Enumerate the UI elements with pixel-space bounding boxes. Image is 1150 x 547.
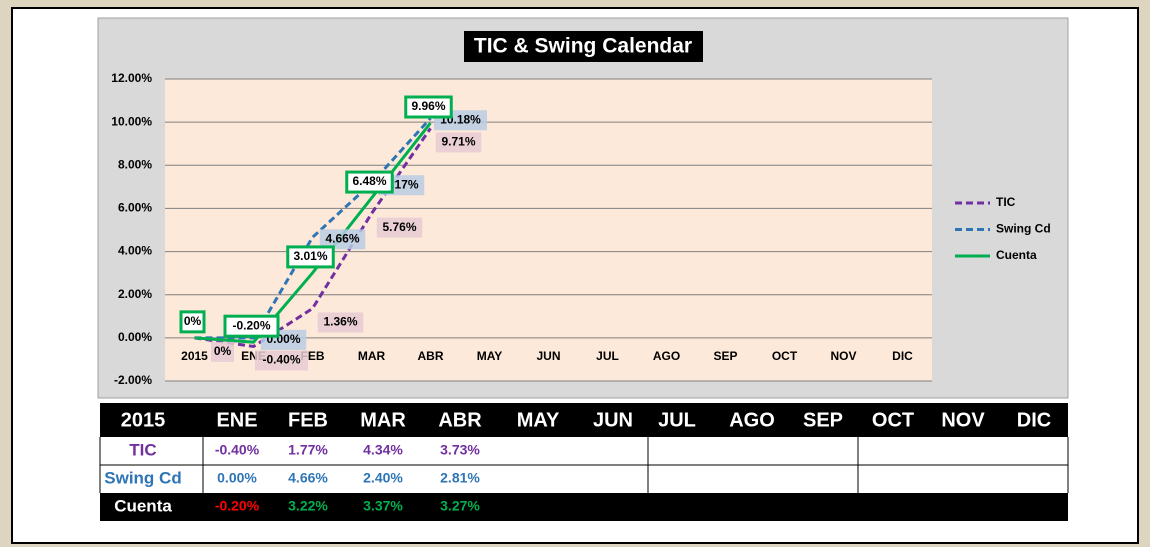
title-box bbox=[464, 31, 703, 62]
table-lines bbox=[99, 437, 1069, 493]
cell-value: 1.77% bbox=[288, 442, 328, 458]
table-header: FEB bbox=[288, 409, 328, 431]
chart-title: TIC & Swing Calendar bbox=[474, 35, 692, 58]
y-tick-label: 12.00% bbox=[111, 71, 152, 85]
label-bg bbox=[376, 217, 423, 238]
table-header: JUN bbox=[593, 409, 633, 431]
label-bg bbox=[345, 170, 394, 194]
y-tick-label: 0.00% bbox=[118, 330, 152, 344]
x-tick-label: NOV bbox=[830, 349, 856, 363]
label-bg bbox=[404, 95, 453, 119]
x-tick-label: DIC bbox=[892, 349, 913, 363]
x-tick-label: JUL bbox=[596, 349, 619, 363]
table-header: MAR bbox=[360, 409, 406, 431]
series-line bbox=[194, 117, 432, 340]
x-tick-label: 2015 bbox=[181, 349, 208, 363]
cell-value: 2.81% bbox=[440, 470, 480, 486]
x-tick-label: AGO bbox=[653, 349, 680, 363]
table-header: MAY bbox=[517, 409, 560, 431]
label-bg bbox=[286, 245, 335, 269]
table-header: OCT bbox=[872, 409, 914, 431]
table-header: ABR bbox=[438, 409, 482, 431]
x-tick-label: MAY bbox=[477, 349, 503, 363]
data-label: 3.01% bbox=[293, 249, 327, 263]
y-tick-label: 6.00% bbox=[118, 201, 152, 215]
table-header: SEP bbox=[803, 409, 843, 431]
data-label: 0% bbox=[214, 344, 232, 358]
data-label: 0% bbox=[184, 314, 202, 328]
legend-label: Cuenta bbox=[996, 248, 1037, 262]
data-label: 4.66% bbox=[325, 232, 359, 246]
cell-value: -0.40% bbox=[215, 442, 260, 458]
x-tick-label: JUN bbox=[536, 349, 560, 363]
cell-value: 4.66% bbox=[288, 470, 328, 486]
data-label: 6.48% bbox=[352, 174, 386, 188]
row-label: TIC bbox=[129, 440, 156, 459]
y-tick-label: 8.00% bbox=[118, 157, 152, 171]
table-header: NOV bbox=[941, 409, 985, 431]
data-label: 1.36% bbox=[323, 315, 357, 329]
table-header: DIC bbox=[1017, 409, 1051, 431]
cell-value: 3.22% bbox=[288, 498, 328, 514]
cell-value: 2.40% bbox=[363, 470, 403, 486]
data-label: 9.96% bbox=[411, 99, 445, 113]
x-tick-label: SEP bbox=[713, 349, 737, 363]
label-bg bbox=[255, 350, 308, 371]
data-label: -0.20% bbox=[232, 318, 270, 332]
cell-value: 3.73% bbox=[440, 442, 480, 458]
label-bg bbox=[179, 310, 206, 334]
x-tick-label: OCT bbox=[772, 349, 798, 363]
label-bg bbox=[223, 314, 280, 338]
y-tick-label: 2.00% bbox=[118, 287, 152, 301]
label-bg bbox=[319, 229, 366, 250]
legend-label: Swing Cd bbox=[996, 222, 1051, 236]
label-bg bbox=[435, 132, 482, 153]
table-last-row-bg bbox=[100, 493, 1068, 521]
y-tick-label: 4.00% bbox=[118, 244, 152, 258]
table-header: AGO bbox=[729, 409, 775, 431]
y-tick-label: 10.00% bbox=[111, 114, 152, 128]
legend-label: TIC bbox=[996, 195, 1016, 209]
table-header-bg bbox=[100, 403, 1068, 437]
cell-value: 0.00% bbox=[217, 470, 257, 486]
cell-value: -0.20% bbox=[215, 498, 260, 514]
x-tick-label: MAR bbox=[358, 349, 386, 363]
data-label: 9.71% bbox=[441, 135, 475, 149]
cell-value: 4.34% bbox=[363, 442, 403, 458]
data-label: 5.76% bbox=[382, 220, 416, 234]
cell-value: 3.37% bbox=[363, 498, 403, 514]
y-tick-label: -2.00% bbox=[114, 373, 152, 387]
label-bg bbox=[317, 312, 364, 333]
row-label: Cuenta bbox=[114, 496, 172, 515]
row-label: Swing Cd bbox=[104, 468, 181, 487]
table-header: JUL bbox=[658, 409, 696, 431]
label-bg bbox=[211, 341, 234, 362]
table-header: ENE bbox=[216, 409, 257, 431]
cell-value: 3.27% bbox=[440, 498, 480, 514]
data-label: -0.40% bbox=[262, 353, 300, 367]
table-header: 2015 bbox=[121, 409, 166, 431]
x-tick-label: ABR bbox=[418, 349, 444, 363]
